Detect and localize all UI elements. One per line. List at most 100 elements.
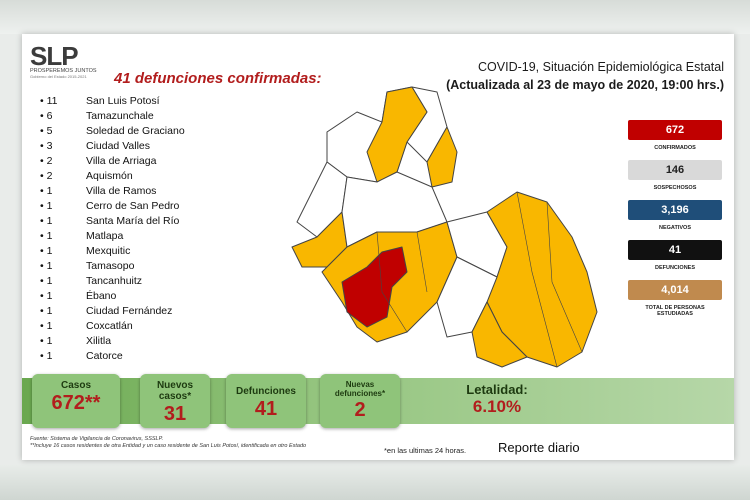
death-count: 5 [34, 124, 62, 139]
list-item: 2 Aquismón [34, 169, 234, 184]
title: COVID-19, Situación Epidemiológica Estat… [478, 60, 724, 74]
summary-label: Defunciones [235, 386, 296, 397]
municipality-name: Tamazunchale [86, 110, 154, 122]
death-count: 1 [34, 199, 62, 214]
slp-logo: SLP PROSPEREMOS JUNTOS Gobierno del Esta… [30, 41, 102, 79]
death-count: 1 [34, 244, 62, 259]
list-item: 1 Santa María del Río [34, 214, 234, 229]
background-blur-top [0, 0, 750, 34]
stat-label: NEGATIVOS [659, 225, 691, 231]
death-count: 6 [34, 109, 62, 124]
stat-defunciones: 41 DEFUNCIONES [628, 240, 722, 271]
municipality-name: Mexquitic [86, 245, 131, 257]
death-count: 11 [34, 94, 62, 109]
municipality-name: Tamasopo [86, 260, 135, 272]
municipality-name: Villa de Arriaga [86, 155, 157, 167]
map-region-deaths-focus [341, 246, 408, 328]
list-item: 1 Tamasopo [34, 259, 234, 274]
death-count: 3 [34, 139, 62, 154]
death-count: 1 [34, 259, 62, 274]
list-item: 1 Matlapa [34, 229, 234, 244]
map-region-affected [366, 86, 428, 183]
municipality-name: Tancanhuitz [86, 275, 143, 287]
stat-confirmados: 672 CONFIRMADOS [628, 120, 722, 151]
list-item: 3 Ciudad Valles [34, 139, 234, 154]
municipality-name: Xilitla [86, 335, 112, 347]
municipality-name: Villa de Ramos [86, 185, 157, 197]
summary-value: 6.10% [472, 397, 522, 416]
municipality-name: San Luis Potosí [86, 95, 160, 107]
list-item: 1 Ébano [34, 289, 234, 304]
death-count: 2 [34, 154, 62, 169]
logo-mark: SLP [30, 41, 102, 71]
summary-value: 31 [163, 403, 187, 425]
stat-label: CONFIRMADOS [654, 145, 696, 151]
list-item: 11 San Luis Potosí [34, 94, 234, 109]
list-item: 6 Tamazunchale [34, 109, 234, 124]
summary-nuevas-defunciones: Nuevas defunciones* 2 [320, 374, 400, 428]
summary-label: Nuevas defunciones* [334, 380, 386, 398]
infographic-card: SLP PROSPEREMOS JUNTOS Gobierno del Esta… [22, 34, 734, 460]
subtitle: (Actualizada al 23 de mayo de 2020, 19:0… [446, 78, 724, 92]
list-item: 1 Xilitla [34, 334, 234, 349]
stat-negativos: 3,196 NEGATIVOS [628, 200, 722, 231]
last-24h-note: *en las ultimas 24 horas. [384, 446, 467, 455]
stat-sospechosos: 146 SOSPECHOSOS [628, 160, 722, 191]
summary-casos: Casos 672** [32, 374, 120, 428]
logo-tagline: PROSPEREMOS JUNTOS [30, 68, 97, 74]
logo-text: SLP [30, 41, 79, 71]
municipality-name: Soledad de Graciano [86, 125, 185, 137]
list-item: 1 Catorce [34, 349, 234, 364]
summary-letalidad: Letalidad: 6.10% [422, 382, 572, 417]
death-count: 1 [34, 229, 62, 244]
stat-label: TOTAL DE PERSONAS ESTUDIADAS [645, 305, 705, 317]
stat-value: 672 [628, 120, 722, 140]
municipality-name: Matlapa [86, 230, 124, 242]
stat-total: 4,014 TOTAL DE PERSONAS ESTUDIADAS [628, 280, 722, 317]
municipality-name: Cerro de San Pedro [86, 200, 180, 212]
death-count: 1 [34, 349, 62, 364]
death-count: 1 [34, 184, 62, 199]
page-title: COVID-19, Situación Epidemiológica Estat… [446, 58, 724, 94]
map-inner-border [546, 201, 583, 353]
map-inner-border [376, 231, 408, 333]
stat-label: DEFUNCIONES [654, 265, 696, 271]
municipality-name: Santa María del Río [86, 215, 180, 227]
logo-tagline-2: Gobierno del Estado 2015-2021 [30, 74, 87, 79]
stat-value: 146 [628, 160, 722, 180]
municipality-name: Coxcatlán [86, 320, 133, 332]
summary-nuevos-casos: Nuevos casos* 31 [140, 374, 210, 428]
map-inner-border [516, 191, 558, 368]
summary-value: 2 [354, 399, 366, 421]
map-region-affected [426, 126, 458, 188]
list-item: 1 Mexquitic [34, 244, 234, 259]
summary-label: Casos [60, 380, 91, 391]
summary-value: 672** [51, 392, 101, 414]
municipality-name: Catorce [86, 350, 123, 362]
death-count: 1 [34, 334, 62, 349]
stat-label: SOSPECHOSOS [653, 185, 697, 191]
list-item: 1 Ciudad Fernández [34, 304, 234, 319]
map-inner-border [416, 231, 428, 293]
death-count: 1 [34, 274, 62, 289]
state-map [291, 86, 598, 368]
municipality-name: Ciudad Fernández [86, 305, 173, 317]
stat-value: 4,014 [628, 280, 722, 300]
map-region-affected [471, 301, 528, 368]
deaths-title: 41 defunciones confirmadas: [114, 70, 322, 87]
background-blur-bottom [0, 465, 750, 500]
death-count: 1 [34, 214, 62, 229]
summary-label: Letalidad: [466, 382, 528, 397]
footnote-text: **Incluye 16 casos residentes de otra En… [30, 443, 307, 449]
list-item: 1 Cerro de San Pedro [34, 199, 234, 214]
stat-value: 3,196 [628, 200, 722, 220]
summary-bar: Casos 672** Nuevos casos* 31 Defunciones… [22, 374, 734, 428]
source-note: Fuente: Sistema de Vigilancia de Coronav… [30, 436, 306, 450]
list-item: 1 Tancanhuitz [34, 274, 234, 289]
stat-value: 41 [628, 240, 722, 260]
municipality-name: Aquismón [86, 170, 133, 182]
summary-label: Nuevos casos* [156, 380, 194, 402]
list-item: 1 Villa de Ramos [34, 184, 234, 199]
summary-defunciones: Defunciones 41 [226, 374, 306, 428]
